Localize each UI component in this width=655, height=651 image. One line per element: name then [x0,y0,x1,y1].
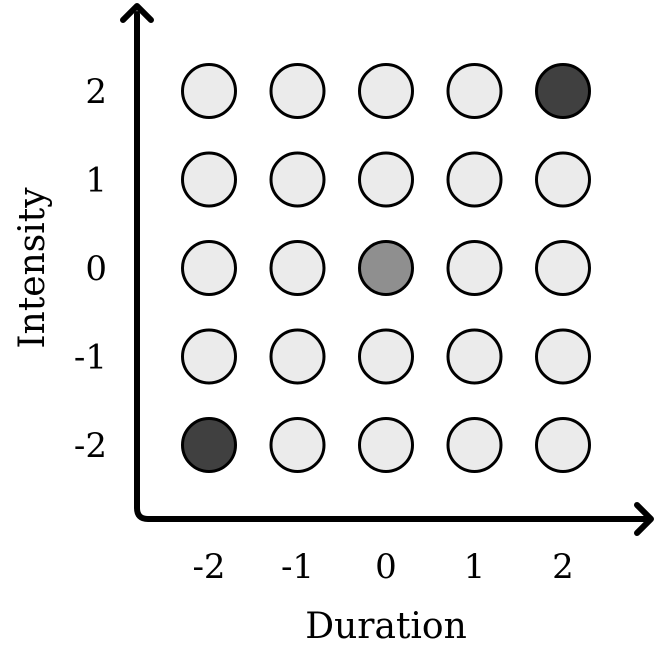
y-tick-label: 1 [85,161,107,201]
y-tick-labels: 2 1 0 -1 -2 [74,72,107,466]
point-x0-y-2 [358,417,414,473]
point-x-1-y-1 [269,328,326,385]
y-tick-label: 0 [85,249,107,289]
point-x-1-y1 [269,151,326,208]
y-tick-label: -2 [74,426,107,466]
y-tick-label: -1 [74,338,107,378]
point-x-2-y-1 [181,328,237,385]
grid-points [181,63,591,473]
point-x1-y-2 [446,417,503,473]
y-axis-title: Intensity [12,187,53,349]
x-tick-label: -2 [192,547,225,587]
point-x1-y0 [446,240,503,296]
point-x0-y2 [358,63,414,119]
point-x0-y-1 [358,328,414,385]
point-x1-y-1 [446,328,503,385]
x-tick-label: 2 [552,547,574,587]
point-x1-y2 [446,63,503,119]
point-x0-y0-highlighted [358,240,414,296]
point-x2-y0 [535,240,591,296]
x-tick-label: 0 [375,547,397,587]
y-tick-label: 2 [85,72,107,112]
point-x2-y-2 [535,417,591,473]
x-axis-title: Duration [305,606,467,647]
point-x-1-y0 [269,240,326,296]
y-axis-arrowhead [120,3,154,23]
x-tick-label: -1 [281,547,314,587]
point-x-1-y-2 [269,417,326,473]
point-x2-y1 [535,151,591,208]
point-x-2-y0 [181,240,237,296]
point-x2-y-1 [535,328,591,385]
point-x-2-y1 [181,151,237,208]
point-x-2-y-2-highlighted [181,417,237,473]
x-tick-label: 1 [464,547,486,587]
point-x0-y1 [358,151,414,208]
x-tick-labels: -2 -1 0 1 2 [192,547,573,587]
point-x1-y1 [446,151,503,208]
y-axis-line [134,11,648,522]
point-x-2-y2 [181,63,237,119]
point-x2-y2-highlighted [535,63,591,119]
point-x-1-y2 [269,63,326,119]
x-axis-arrowhead [634,502,654,536]
axes [120,3,654,536]
